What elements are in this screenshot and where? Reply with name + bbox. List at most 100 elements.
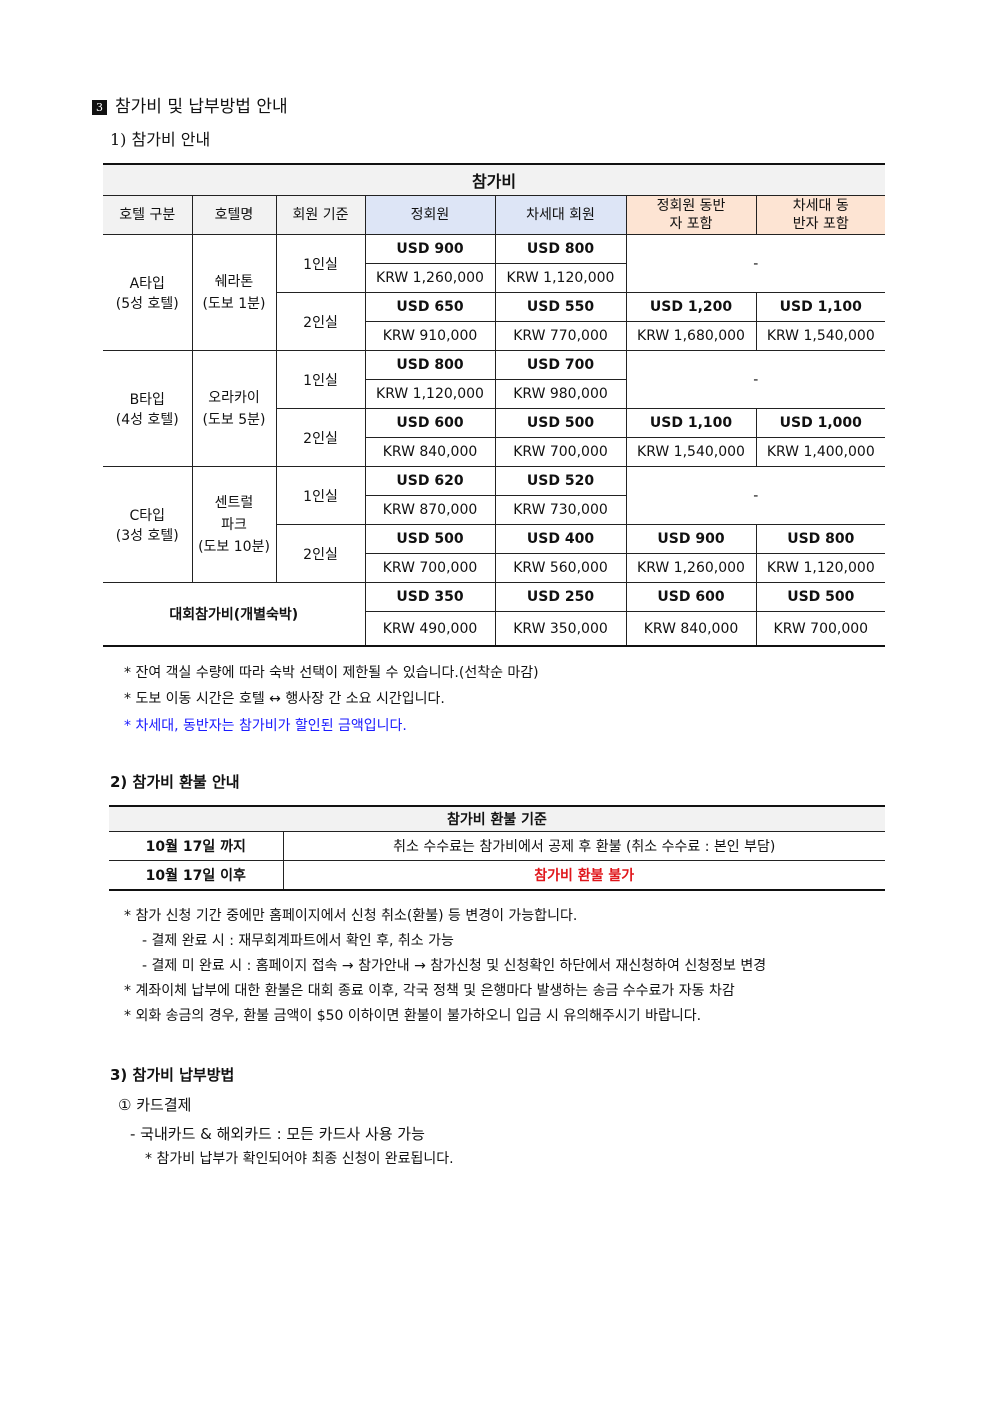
room-type: 2인실 [276,524,366,583]
fee-row-usd: A타입 (5성 호텔) 쉐라톤 (도보 1분) 1인실 USD 900 USD 800- [103,234,886,351]
fee-table-title: 참가비 [103,163,886,196]
companion-not-applicable: - [625,350,886,409]
col-hotel-name: 호텔명 [191,195,277,235]
hotel-name: 센트럴 파크 [214,494,254,533]
price-usd: USD 620 [364,466,496,496]
refund-note: - 결제 미 완료 시 : 홈페이지 접속 → 참가안내 → 참가신청 및 신청… [142,958,767,974]
price-krw: KRW 700,000 [755,611,886,647]
hotel-name: 오라카이 [208,389,260,406]
refund-table: 참가비 환불 기준 10월 17일 까지 취소 수수료는 참가비에서 공제 후 환… [109,805,885,891]
price-krw: KRW 490,000 [365,611,496,647]
price-krw: KRW 1,120,000 [755,553,886,583]
price-usd: USD 800 [494,234,627,264]
fee-row-krw: KRW 840,000 KRW 700,000 KRW 1,540,000 KRW 1… [103,437,886,467]
price-krw: KRW 1,260,000 [365,263,496,293]
conference-only-usd: 대회참가비(개별숙박) USD 350 USD 250 USD 600 USD 500 [103,582,886,647]
fee-note: * 잔여 객실 수량에 따라 숙박 선택이 제한될 수 있습니다.(선착순 마감… [124,665,539,681]
refund-row: 10월 17일 까지 취소 수수료는 참가비에서 공제 후 환불 (취소 수수료 … [109,831,885,861]
fee-heading: 1) 참가비 안내 [110,130,211,149]
hotel-type-cell: B타입 (4성 호텔) [103,350,193,467]
room-type: 1인실 [275,234,366,293]
hotel-type-cell: C타입 (3성 호텔) [103,466,193,583]
fee-row-krw: KRW 910,000 KRW 770,000 KRW 1,680,000 KRW 1… [103,321,886,351]
col-room-basis: 회원 기준 [275,195,366,235]
room-type: 1인실 [275,466,366,525]
companion-not-applicable: - [625,466,886,525]
price-usd: USD 350 [364,582,496,612]
hotel-walk-time: (도보 10분) [198,538,270,555]
price-krw: KRW 730,000 [494,495,626,525]
hotel-type: B타입 [129,391,165,408]
price-usd: USD 800 [755,524,886,554]
payment-detail: - 국내카드 & 해외카드 : 모든 카드사 사용 가능 [130,1125,425,1143]
price-usd: USD 400 [494,524,627,554]
price-usd: USD 1,000 [755,408,886,438]
price-krw: KRW 840,000 [625,611,757,647]
price-krw: KRW 700,000 [365,553,496,583]
price-usd: USD 500 [755,582,886,612]
room-type: 2인실 [276,292,366,351]
refund-note: * 참가 신청 기간 중에만 홈페이지에서 신청 취소(환불) 등 변경이 가능… [124,908,578,924]
price-krw: KRW 700,000 [494,437,627,467]
price-krw: KRW 1,680,000 [625,321,757,351]
price-usd: USD 800 [364,350,496,380]
price-usd: USD 900 [625,524,757,554]
price-krw: KRW 1,540,000 [755,321,886,351]
price-usd: USD 650 [364,292,496,322]
price-usd: USD 250 [494,582,627,612]
price-krw: KRW 1,120,000 [494,263,626,293]
price-krw: KRW 1,400,000 [755,437,886,467]
fee-note: * 도보 이동 시간은 호텔 ↔ 행사장 간 소요 시간입니다. [124,691,445,707]
fee-row-krw: KRW 1,260,000 KRW 1,120,000 [103,263,885,293]
price-usd: USD 520 [494,466,627,496]
price-usd: USD 500 [494,408,627,438]
price-krw: KRW 1,120,000 [365,379,496,409]
hotel-name-cell: 쉐라톤 (도보 1분) [191,234,277,351]
hotel-name-cell: 센트럴 파크 (도보 10분) [191,466,277,583]
fee-note-discount: * 차세대, 동반자는 참가비가 할인된 금액입니다. [124,718,407,734]
price-usd: USD 600 [625,582,757,612]
refund-heading: 2) 참가비 환불 안내 [110,773,240,791]
hotel-name: 쉐라톤 [214,273,254,290]
hotel-grade: (3성 호텔) [115,527,179,544]
price-usd: USD 600 [364,408,496,438]
price-krw: KRW 560,000 [494,553,627,583]
price-krw: KRW 1,540,000 [625,437,757,467]
conference-only-krw: KRW 490,000 KRW 350,000 KRW 840,000 KRW 700… [103,611,886,647]
hotel-name-cell: 오라카이 (도보 5분) [191,350,277,467]
hotel-type: A타입 [129,275,165,292]
room-type: 1인실 [275,350,366,409]
price-usd: USD 900 [364,234,496,264]
payment-method: ① 카드결제 [118,1096,192,1114]
price-krw: KRW 980,000 [494,379,626,409]
room-type: 2인실 [276,408,366,467]
fee-table: 참가비 호텔 구분 호텔명 회원 기준 정회원 차세대 회원 정회원 동반자 포… [103,163,886,647]
col-next-gen-companion: 차세대 동반자 포함 [755,195,886,235]
payment-note: * 참가비 납부가 확인되어야 최종 신청이 완료됩니다. [145,1151,454,1167]
fee-row-usd: B타입 (4성 호텔) 오라카이 (도보 5분) 1인실 USD 800 USD 700- [103,350,886,467]
price-krw: KRW 770,000 [494,321,627,351]
refund-note: * 외화 송금의 경우, 환불 금액이 $50 이하이면 환불이 불가하오니 입… [124,1008,702,1024]
fee-row-usd: C타입 (3성 호텔) 센트럴 파크 (도보 10분) 1인실 USD 620 USD 52… [103,466,886,583]
price-usd: USD 550 [494,292,627,322]
hotel-walk-time: (도보 1분) [202,295,266,312]
hotel-walk-time: (도보 5분) [202,411,266,428]
price-krw: KRW 910,000 [365,321,496,351]
section-number: 3 [92,100,107,115]
col-next-gen: 차세대 회원 [494,195,627,235]
refund-table-title: 참가비 환불 기준 [109,805,885,832]
col-regular: 정회원 [364,195,496,235]
price-usd: USD 700 [494,350,627,380]
price-usd: USD 1,100 [755,292,886,322]
companion-not-applicable: - [625,234,886,293]
refund-note: - 결제 완료 시 : 재무회계파트에서 확인 후, 취소 가능 [142,933,454,949]
hotel-type: C타입 [129,507,166,524]
conference-only-label: 대회참가비(개별숙박) [103,582,366,647]
fee-row-usd: 2인실 USD 500 USD 400 USD 900 USD 800 [103,524,886,583]
payment-heading: 3) 참가비 납부방법 [110,1066,235,1084]
fee-row-krw: KRW 700,000 KRW 560,000 KRW 1,260,000 KRW 1… [103,553,886,583]
price-usd: USD 500 [364,524,496,554]
hotel-grade: (4성 호텔) [115,411,179,428]
col-hotel-type: 호텔 구분 [103,195,193,235]
